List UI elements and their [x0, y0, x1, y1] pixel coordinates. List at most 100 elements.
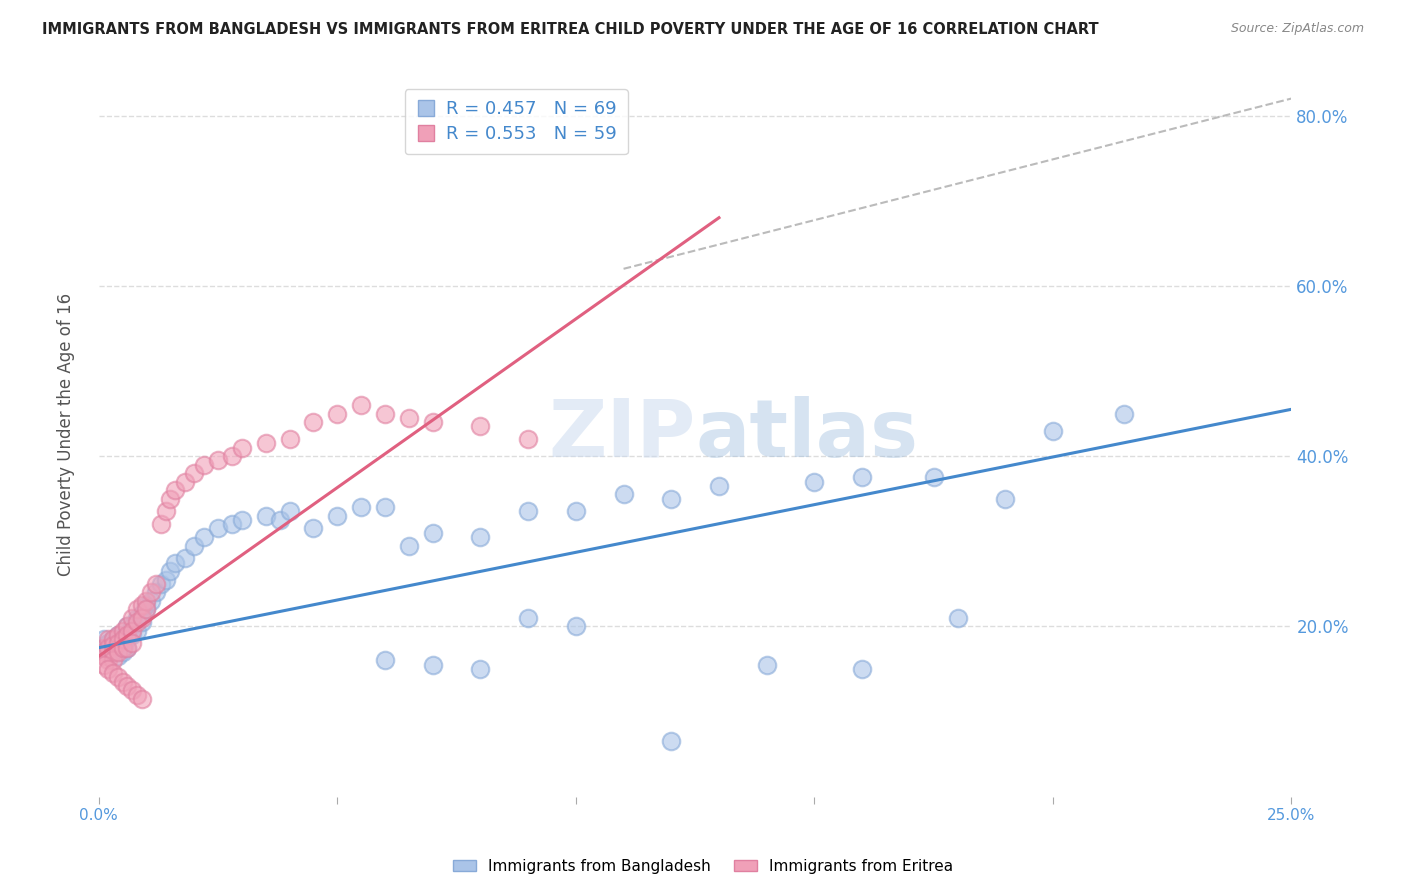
Point	[101, 666, 124, 681]
Point	[125, 611, 148, 625]
Point	[755, 657, 778, 672]
Point	[422, 525, 444, 540]
Point	[159, 491, 181, 506]
Point	[93, 649, 115, 664]
Point	[93, 657, 115, 672]
Point	[131, 607, 153, 621]
Point	[374, 407, 396, 421]
Text: atlas: atlas	[695, 396, 918, 474]
Point	[141, 594, 163, 608]
Point	[93, 645, 115, 659]
Point	[107, 640, 129, 655]
Point	[131, 691, 153, 706]
Point	[155, 504, 177, 518]
Point	[141, 585, 163, 599]
Point	[159, 564, 181, 578]
Point	[111, 640, 134, 655]
Point	[221, 449, 243, 463]
Point	[121, 619, 143, 633]
Point	[374, 653, 396, 667]
Point	[517, 611, 540, 625]
Point	[117, 640, 139, 655]
Point	[422, 415, 444, 429]
Point	[97, 632, 120, 647]
Point	[302, 521, 325, 535]
Text: ZIP: ZIP	[548, 396, 695, 474]
Point	[97, 640, 120, 655]
Point	[155, 573, 177, 587]
Point	[517, 432, 540, 446]
Point	[231, 441, 253, 455]
Point	[193, 530, 215, 544]
Point	[117, 628, 139, 642]
Point	[107, 636, 129, 650]
Point	[165, 483, 187, 498]
Point	[946, 611, 969, 625]
Point	[107, 645, 129, 659]
Point	[107, 628, 129, 642]
Point	[107, 628, 129, 642]
Point	[398, 539, 420, 553]
Point	[149, 577, 172, 591]
Point	[326, 508, 349, 523]
Point	[231, 513, 253, 527]
Point	[422, 657, 444, 672]
Point	[803, 475, 825, 489]
Point	[117, 619, 139, 633]
Point	[173, 551, 195, 566]
Point	[173, 475, 195, 489]
Point	[221, 517, 243, 532]
Point	[374, 500, 396, 515]
Point	[1114, 407, 1136, 421]
Text: Source: ZipAtlas.com: Source: ZipAtlas.com	[1230, 22, 1364, 36]
Point	[183, 539, 205, 553]
Point	[470, 530, 492, 544]
Point	[994, 491, 1017, 506]
Point	[135, 598, 157, 612]
Point	[517, 504, 540, 518]
Point	[149, 517, 172, 532]
Point	[659, 734, 682, 748]
Point	[131, 611, 153, 625]
Point	[269, 513, 291, 527]
Point	[470, 662, 492, 676]
Point	[131, 615, 153, 629]
Point	[101, 653, 124, 667]
Point	[117, 679, 139, 693]
Point	[125, 615, 148, 629]
Point	[193, 458, 215, 472]
Point	[111, 624, 134, 638]
Point	[565, 504, 588, 518]
Point	[613, 487, 636, 501]
Point	[93, 640, 115, 655]
Legend: R = 0.457   N = 69, R = 0.553   N = 59: R = 0.457 N = 69, R = 0.553 N = 59	[405, 89, 628, 154]
Point	[145, 577, 167, 591]
Point	[125, 624, 148, 638]
Point	[922, 470, 945, 484]
Point	[93, 640, 115, 655]
Point	[117, 619, 139, 633]
Point	[470, 419, 492, 434]
Point	[254, 436, 277, 450]
Point	[851, 470, 873, 484]
Point	[107, 671, 129, 685]
Text: IMMIGRANTS FROM BANGLADESH VS IMMIGRANTS FROM ERITREA CHILD POVERTY UNDER THE AG: IMMIGRANTS FROM BANGLADESH VS IMMIGRANTS…	[42, 22, 1099, 37]
Point	[121, 611, 143, 625]
Point	[851, 662, 873, 676]
Point	[1042, 424, 1064, 438]
Point	[117, 640, 139, 655]
Point	[97, 645, 120, 659]
Point	[135, 602, 157, 616]
Point	[135, 594, 157, 608]
Point	[107, 649, 129, 664]
Point	[350, 398, 373, 412]
Point	[326, 407, 349, 421]
Point	[302, 415, 325, 429]
Point	[97, 640, 120, 655]
Point	[350, 500, 373, 515]
Point	[398, 410, 420, 425]
Point	[121, 683, 143, 698]
Point	[135, 602, 157, 616]
Point	[107, 632, 129, 647]
Point	[121, 636, 143, 650]
